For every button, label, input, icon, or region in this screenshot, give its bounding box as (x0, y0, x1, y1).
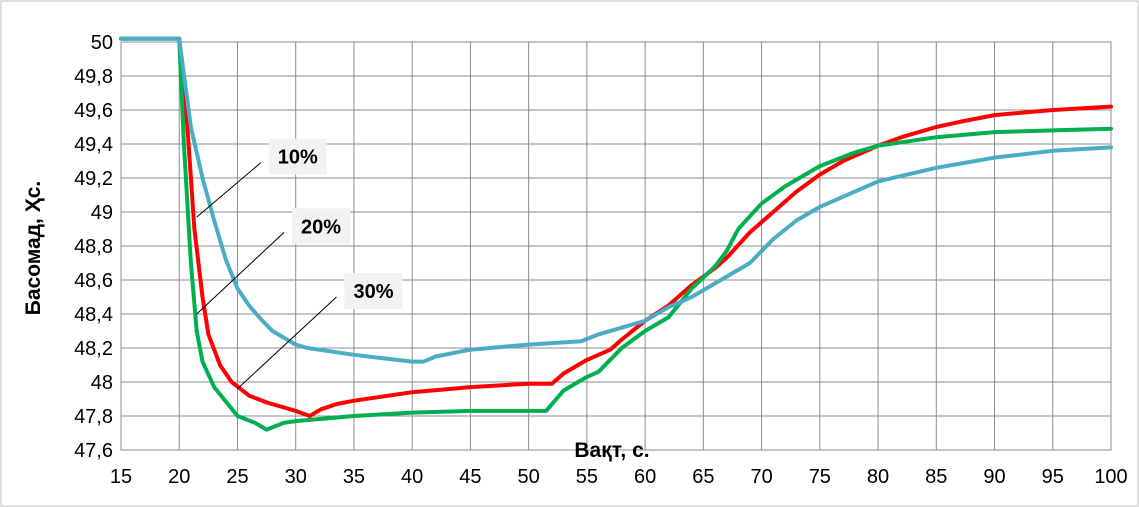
y-tick-label: 48,2 (74, 338, 113, 360)
y-tick-label: 48 (91, 372, 113, 394)
annotation-label: 30% (353, 281, 393, 303)
y-tick-label: 49,4 (74, 134, 113, 156)
y-axis-title: Басомад, Ҳс. (22, 181, 45, 315)
annotations: 10% 20% 30% (196, 138, 403, 390)
x-tick-label: 75 (809, 466, 831, 488)
x-tick-label: 80 (867, 466, 889, 488)
x-tick-labels: 15 20 25 30 35 40 45 50 55 60 65 70 75 80 85 90 95 100 (110, 466, 1128, 488)
y-tick-label: 49,8 (74, 66, 113, 88)
y-tick-label: 47,6 (74, 440, 113, 462)
y-tick-label: 48,4 (74, 304, 113, 326)
x-tick-label: 35 (343, 466, 365, 488)
annotation-leader-line (237, 296, 337, 390)
x-tick-label: 30 (285, 466, 307, 488)
series-line-green (119, 36, 1113, 432)
annotation-label: 20% (301, 216, 341, 238)
x-tick-label: 60 (634, 466, 656, 488)
annotation-label: 10% (278, 147, 318, 169)
x-tick-label: 55 (576, 466, 598, 488)
x-tick-label: 20 (168, 466, 190, 488)
x-tick-label: 100 (1094, 466, 1127, 488)
annotation-label-box (344, 273, 403, 309)
y-tick-labels: 47,6 47,8 48 48,2 48,4 48,6 48,8 49 49,2 49,4 49,6… (74, 32, 113, 462)
x-tick-label: 70 (750, 466, 772, 488)
y-tick-label: 48,6 (74, 270, 113, 292)
x-tick-label: 50 (518, 466, 540, 488)
y-tick-label: 49,2 (74, 168, 113, 190)
x-axis-title: Вақт, с. (574, 439, 649, 462)
series-layer (119, 36, 1113, 432)
series-line-blue (119, 36, 1113, 364)
x-tick-label: 95 (1042, 466, 1064, 488)
x-tick-label: 85 (925, 466, 947, 488)
x-tick-label: 15 (110, 466, 132, 488)
annotation-leader-line (196, 232, 285, 315)
x-tick-label: 25 (226, 466, 248, 488)
x-tick-label: 40 (401, 466, 423, 488)
series-line-red (119, 36, 1113, 418)
y-tick-label: 49 (91, 202, 113, 224)
plot-frame (120, 41, 1112, 451)
y-tick-label: 48,8 (74, 236, 113, 258)
y-tick-label: 49,6 (74, 100, 113, 122)
x-tick-label: 45 (459, 466, 481, 488)
annotation-label-box (292, 208, 351, 245)
x-tick-label: 65 (692, 466, 714, 488)
annotation-leader-line (196, 162, 262, 218)
annotation-label-box (268, 138, 327, 175)
y-tick-label: 47,8 (74, 406, 113, 428)
y-tick-label: 50 (91, 32, 113, 54)
x-tick-label: 90 (983, 466, 1005, 488)
plot-area-border (120, 41, 1112, 451)
